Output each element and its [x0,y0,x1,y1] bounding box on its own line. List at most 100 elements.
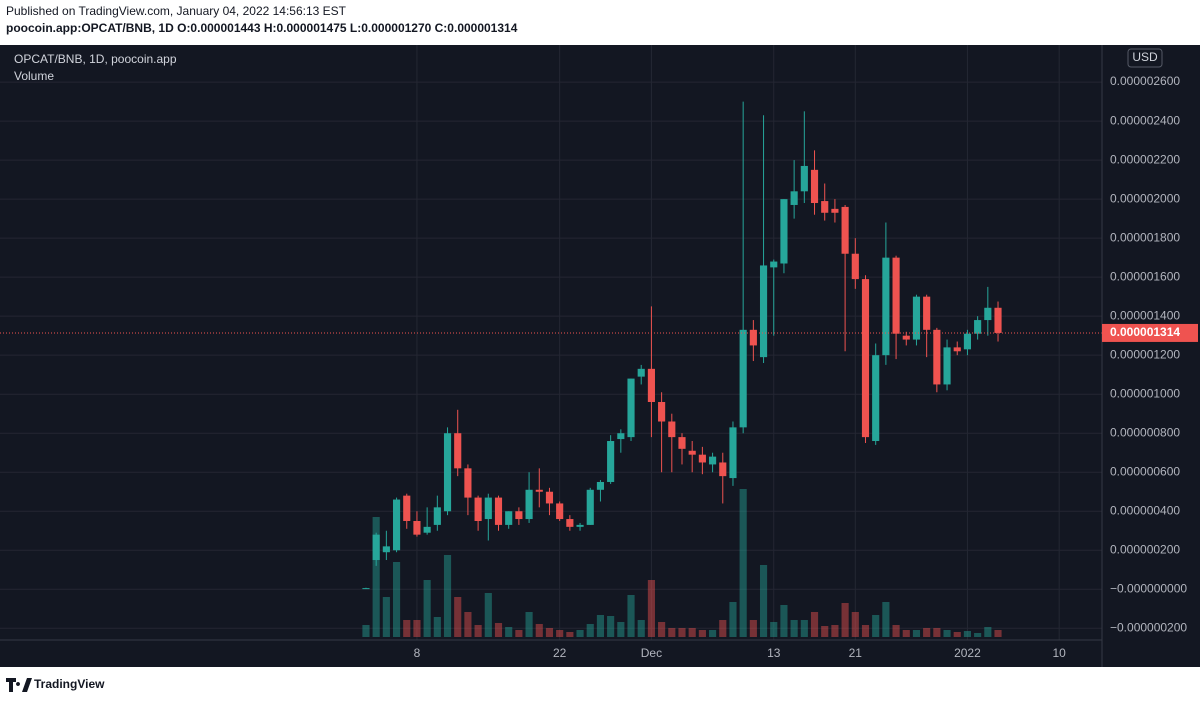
symbol-line: poocoin.app:OPCAT/BNB, 1D O:0.000001443 … [6,21,518,35]
footer-bg [0,667,1200,703]
candle-body [454,433,462,469]
volume-bar [749,620,757,637]
volume-bar [963,631,972,637]
candle-body [505,511,513,525]
y-tick-label: 0.000001800 [1110,230,1180,244]
candle-body [617,433,625,440]
candle-body [800,165,808,192]
volume-bar [494,623,503,637]
candle-body [556,503,564,520]
candle-body [637,368,645,377]
candle-body [902,335,910,340]
y-tick-label: −0.000000000 [1110,581,1187,595]
x-tick-label: 2022 [954,646,981,660]
volume-bar [872,615,880,637]
volume-bar [994,630,1002,637]
y-tick-label: 0.000001600 [1110,269,1180,283]
volume-bar [596,615,605,637]
x-tick-label: 10 [1053,646,1067,660]
last-price-label: 0.000001314 [1110,325,1180,339]
volume-bar [617,622,625,637]
volume-bar [484,593,492,637]
volume-bar [810,612,819,637]
candle-body [423,526,431,533]
candle-body [923,296,931,330]
candle-body [382,546,390,553]
candle-body [392,499,401,551]
volume-bar [678,628,686,637]
candle-body [953,347,961,352]
candle-body [810,169,819,204]
volume-bar [556,630,564,637]
currency-button[interactable] [1127,48,1163,68]
y-tick-label: 0.000000400 [1110,503,1180,517]
volume-bar [892,625,900,637]
candle-body [647,368,655,402]
volume-bar [658,622,666,637]
x-tick-label: 8 [414,646,421,660]
volume-bar [576,630,584,637]
volume-bar [607,616,615,637]
x-tick-label: Dec [641,646,662,660]
candle-body [892,257,900,334]
volume-bar [780,605,788,637]
volume-bar [454,597,462,637]
volume-bar [637,620,645,637]
candle-body [678,437,686,449]
candle-body [443,433,452,512]
volume-bar [831,625,839,637]
volume-bar [668,628,676,637]
candle-body [729,427,737,479]
y-tick-label: 0.000002600 [1110,74,1180,88]
y-tick-label: 0.000000600 [1110,464,1180,478]
volume-bar [464,612,472,637]
candle-body [719,462,727,477]
volume-bar [545,628,554,637]
last-price-box [1102,323,1198,342]
y-tick-label: 0.000001000 [1110,386,1180,400]
volume-bar [525,612,533,637]
volume-legend: Volume [14,69,54,83]
volume-bar [790,620,798,637]
candle-body [688,450,696,455]
candle-body [545,491,554,504]
candle-body [596,481,605,490]
volume-bar [586,624,594,637]
plot-layer [0,45,1102,640]
volume-bar [841,603,849,637]
published-note: Published on TradingView.com, January 04… [6,4,347,18]
candle-body [698,454,706,463]
candle-body [933,329,941,385]
volume-bar [923,628,931,637]
y-tick-label: −0.000000200 [1110,620,1187,634]
candle-body [535,489,543,492]
chart-title: OPCAT/BNB, 1D, poocoin.app [14,52,177,66]
candle-body [515,511,523,520]
candle-body [831,208,839,213]
volume-bar [759,565,768,637]
volume-bar [953,632,961,637]
candle-body [841,206,849,254]
candle-body [494,497,503,525]
candle-body [872,355,880,442]
candle-body [912,296,921,340]
y-tick-label: 0.000002200 [1110,152,1180,166]
candle-body [484,497,492,520]
candle-body [474,497,482,521]
candle-body [974,320,982,334]
candle-body [362,588,370,590]
volume-bar [943,630,951,637]
volume-bar [770,622,778,637]
volume-bar [719,620,727,637]
y-tick-label: 0.000002000 [1110,191,1180,205]
x-tick-label: 21 [849,646,863,660]
volume-bar [912,630,921,637]
y-tick-label: 0.000000800 [1110,425,1180,439]
candle-body [759,265,768,358]
currency-label[interactable]: USD [1132,50,1158,64]
candle-body [658,402,666,422]
volume-bar [882,602,890,637]
volume-bar [861,625,870,637]
candle-body [566,519,574,527]
candle-body [749,329,757,346]
